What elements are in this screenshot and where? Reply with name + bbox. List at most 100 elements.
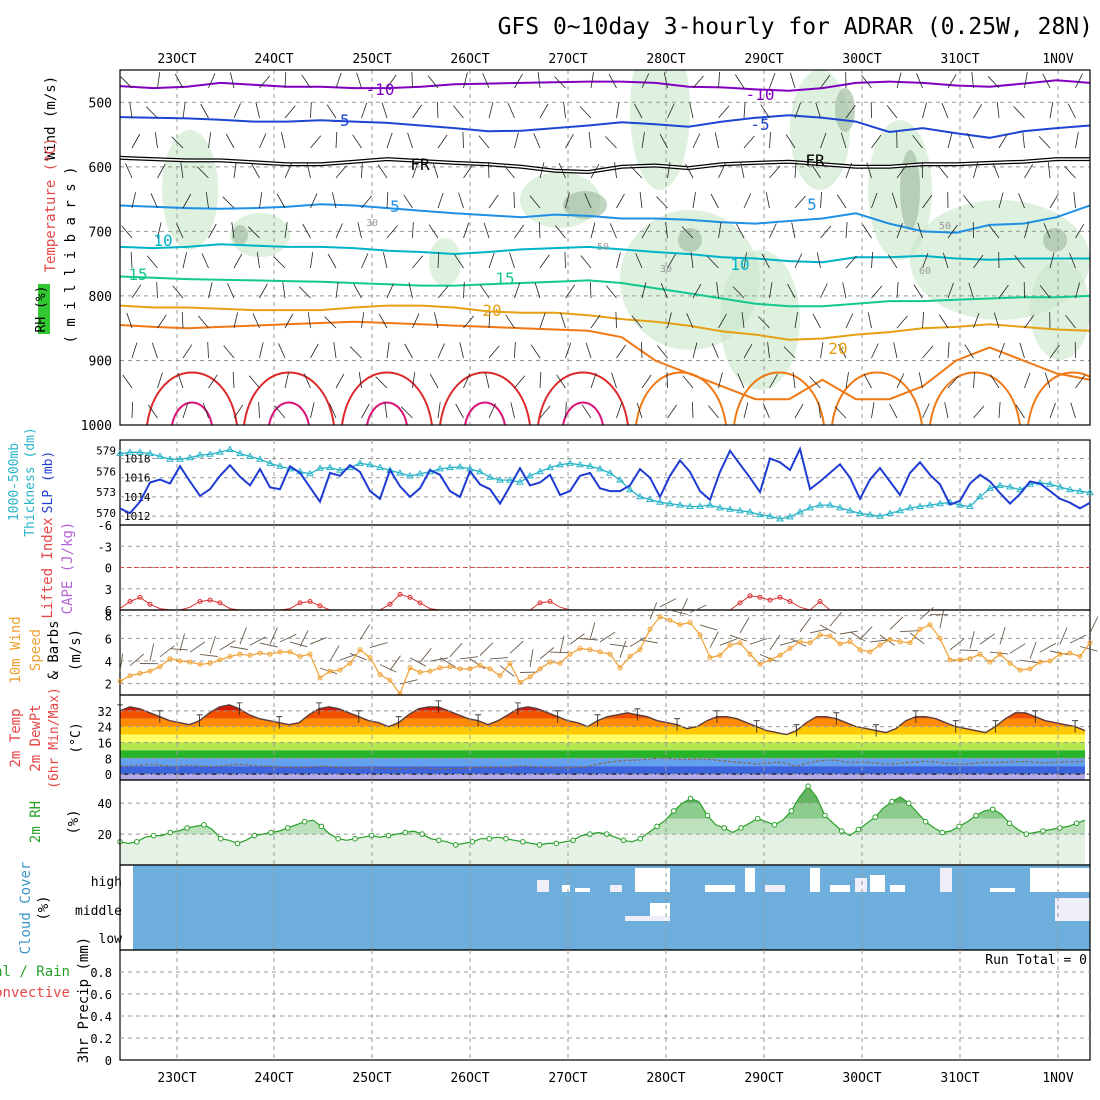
wind10-point-11 [227, 654, 233, 659]
wind10-point-84 [957, 657, 963, 663]
wind-barb [131, 284, 142, 299]
wind-barb [1069, 253, 1076, 269]
isotherm-label-1: -10 [746, 85, 775, 104]
wind10-barb-41 [529, 649, 534, 667]
wind10-barb-10 [219, 640, 236, 651]
wind-barb [871, 251, 873, 269]
lifted-point-70 [817, 599, 823, 604]
wind-barb [922, 345, 934, 359]
x-tick-top-0: 23OCT [157, 52, 196, 67]
wind10-barb-25 [369, 642, 388, 649]
wind10-point-76 [877, 642, 883, 648]
wind-barb [718, 105, 730, 119]
cloud-gap-10 [810, 868, 820, 892]
wind-barb [992, 163, 1000, 179]
temp-band-3 [120, 726, 1085, 735]
wind-barb [809, 376, 821, 389]
lifted-point-43 [547, 599, 553, 604]
wind-barb [1015, 404, 1025, 419]
y-label: (m/s) [68, 629, 84, 671]
wind10-point-34 [457, 666, 463, 672]
thickness-point-85 [966, 502, 974, 509]
wind-barb [641, 374, 652, 389]
wind-barb [284, 71, 287, 89]
wind-barb [463, 373, 471, 389]
rh-point-78 [771, 822, 778, 828]
wind-barb [820, 74, 831, 89]
precip-tick-2: 0.4 [90, 1010, 112, 1024]
wind10-point-17 [287, 649, 293, 655]
minmax-bar-24 [355, 710, 362, 723]
wind-barb [760, 104, 770, 119]
wind-barb [708, 405, 719, 419]
wind-barb [579, 106, 592, 119]
thermal-arc-5 [635, 371, 727, 425]
thickness-point-64 [756, 510, 764, 518]
wind-barb [769, 282, 773, 299]
wind10-barb-19 [309, 636, 327, 645]
wind-barb [514, 73, 523, 89]
x-tick-top-1: 24OCT [254, 52, 293, 67]
wind-barb [412, 162, 419, 179]
wind-barb [718, 222, 722, 239]
wind10-barb-0 [119, 653, 124, 672]
wind-barb [488, 161, 490, 179]
wind-barb [964, 344, 974, 359]
wind-barb [634, 103, 643, 119]
wind-barb [1013, 106, 1025, 119]
cloud-gap-15 [940, 868, 952, 892]
rh-point-68 [687, 795, 694, 802]
wind10-point-21 [327, 668, 333, 674]
wind-barb [947, 375, 959, 389]
wind-barb [172, 285, 184, 299]
wind-barb [641, 341, 643, 359]
thermal-arc-6 [733, 371, 825, 425]
wind10-point-82 [937, 635, 943, 641]
wind-barb [590, 314, 601, 329]
thickness-point-50 [616, 476, 624, 483]
thickness-point-90 [1016, 485, 1024, 493]
wind-barb [150, 193, 158, 209]
wind10-barb-86 [979, 633, 995, 645]
rh-point-72 [721, 825, 728, 831]
wind-barb [227, 283, 235, 299]
wind10-barb-63 [749, 638, 768, 645]
isotherm-label-0: -10 [366, 80, 395, 99]
wind10-barb-34 [459, 656, 478, 660]
wind10-barb-53 [649, 602, 658, 620]
wind-barb [1075, 224, 1085, 239]
wind-barb [157, 222, 162, 239]
cloud-gap-6 [625, 916, 670, 921]
wind-barb [1039, 285, 1051, 299]
wind-barb [998, 342, 1005, 359]
wind-barb [845, 372, 849, 389]
rh-point-70 [704, 812, 711, 819]
thickness-point-24 [356, 459, 364, 466]
wind10-barb-97 [1089, 616, 1099, 634]
thickness-line [119, 448, 1091, 520]
rh-label-0: 30 [366, 218, 378, 229]
rh-point-36 [419, 831, 425, 837]
wind-barb [840, 132, 847, 149]
rh-point-10 [201, 822, 207, 828]
wind-barb [513, 191, 515, 209]
y-label: 1000-500mb [7, 443, 22, 521]
wind10-barb-39 [509, 640, 524, 654]
wind-barb [820, 191, 822, 209]
x-tick-top-9: 1NOV [1042, 52, 1073, 67]
wind10-barb-45 [569, 633, 585, 645]
wind-barb [820, 283, 828, 299]
precip-tick-3: 0.6 [90, 988, 112, 1002]
temperature-line [119, 704, 1086, 736]
thickness-point-43 [546, 463, 554, 471]
rh-point-80 [788, 808, 795, 814]
rh-point-92 [889, 798, 895, 805]
isotherm-label-9: 10 [730, 255, 749, 274]
wind-barb [996, 102, 1000, 119]
thickness-point-26 [376, 463, 384, 471]
wind10-point-62 [737, 640, 743, 646]
wind-barb [488, 345, 500, 359]
wind-barb [938, 314, 949, 329]
wind10-point-27 [387, 677, 393, 683]
